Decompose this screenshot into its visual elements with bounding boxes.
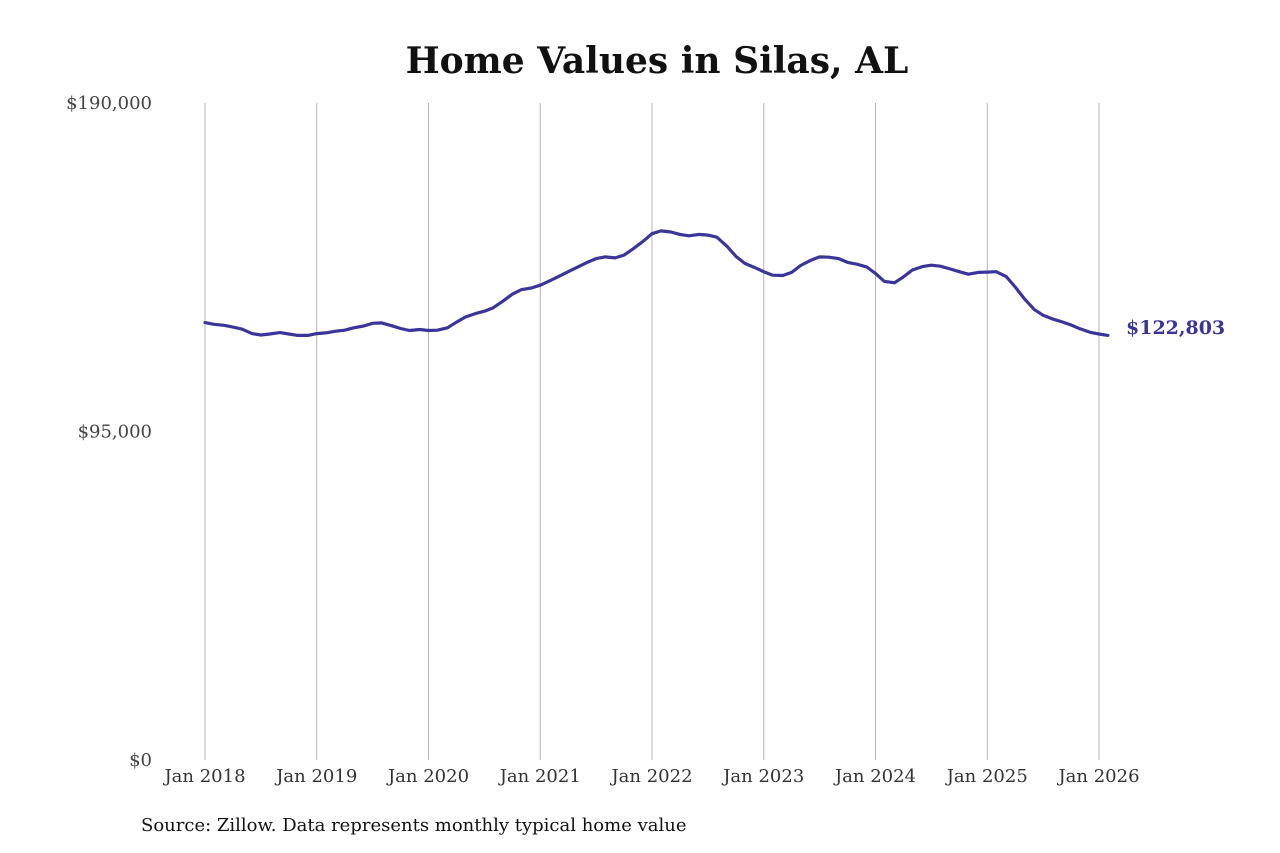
x-tick-label: Jan 2022 — [609, 766, 692, 787]
x-tick-label: Jan 2020 — [386, 766, 469, 787]
x-tick-label: Jan 2024 — [833, 766, 916, 787]
vertical-gridlines — [204, 103, 1100, 760]
chart-title: Home Values in Silas, AL — [406, 40, 909, 82]
y-axis: $0 $95,000 $190,000 — [66, 93, 152, 771]
y-tick-label: $0 — [129, 750, 152, 771]
latest-value-label: $122,803 — [1126, 317, 1225, 339]
x-tick-label: Jan 2026 — [1056, 766, 1139, 787]
x-axis: Jan 2018 Jan 2019 Jan 2020 Jan 2021 Jan 2022… — [162, 766, 1139, 787]
y-tick-label: $190,000 — [66, 93, 152, 114]
x-tick-label: Jan 2019 — [274, 766, 357, 787]
home-value-series-line — [203, 229, 1110, 337]
x-tick-label: Jan 2023 — [721, 766, 804, 787]
x-tick-label: Jan 2018 — [162, 766, 245, 787]
x-tick-label: Jan 2021 — [498, 766, 581, 787]
source-note: Source: Zillow. Data represents monthly … — [141, 815, 687, 836]
x-tick-label: Jan 2025 — [945, 766, 1028, 787]
y-tick-label: $95,000 — [78, 422, 152, 443]
series-layer — [203, 229, 1110, 337]
